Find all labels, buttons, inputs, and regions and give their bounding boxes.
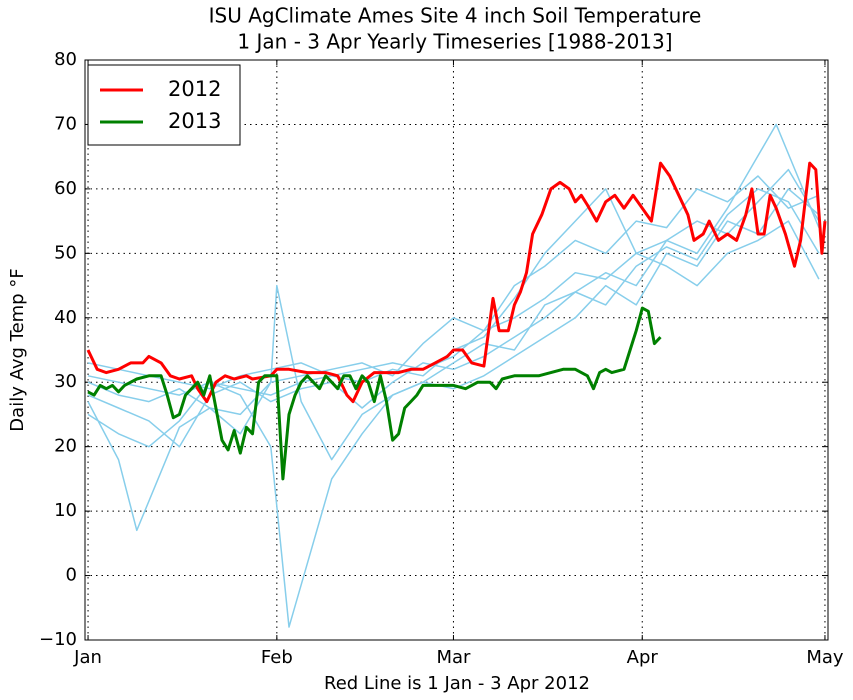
plot-frame [84, 59, 829, 641]
y-tick-label: 10 [54, 500, 77, 521]
y-tick-label: 80 [54, 49, 77, 70]
y-tick-label: 60 [54, 178, 77, 199]
x-axis-label: Red Line is 1 Jan - 3 Apr 2012 [324, 673, 590, 694]
x-tick-label: Apr [627, 647, 659, 668]
legend-box [87, 64, 241, 146]
y-tick-label: 40 [54, 307, 77, 328]
y-tick-label: −10 [39, 629, 77, 650]
y-tick-label: 20 [54, 436, 77, 457]
y-tick-label: 30 [54, 371, 77, 392]
x-tick-label: May [806, 647, 844, 668]
legend-label: 2013 [168, 109, 221, 133]
background-line [87, 123, 820, 532]
y-tick-label: 50 [54, 242, 77, 263]
series-line [87, 306, 662, 481]
background-line [87, 175, 820, 416]
y-tick-label: 70 [54, 113, 77, 134]
y-tick-label: 0 [66, 565, 77, 586]
y-axis-label: Daily Avg Temp °F [7, 268, 28, 431]
chart-title: ISU AgClimate Ames Site 4 inch Soil Temp… [209, 4, 702, 28]
x-tick-label: Mar [436, 647, 471, 668]
series-line [86, 161, 827, 404]
x-tick-label: Feb [261, 647, 293, 668]
x-tick-label: Jan [73, 647, 102, 668]
legend-label: 2012 [168, 77, 221, 101]
chart-subtitle: 1 Jan - 3 Apr Yearly Timeseries [1988-20… [237, 30, 672, 54]
background-line [87, 168, 820, 390]
